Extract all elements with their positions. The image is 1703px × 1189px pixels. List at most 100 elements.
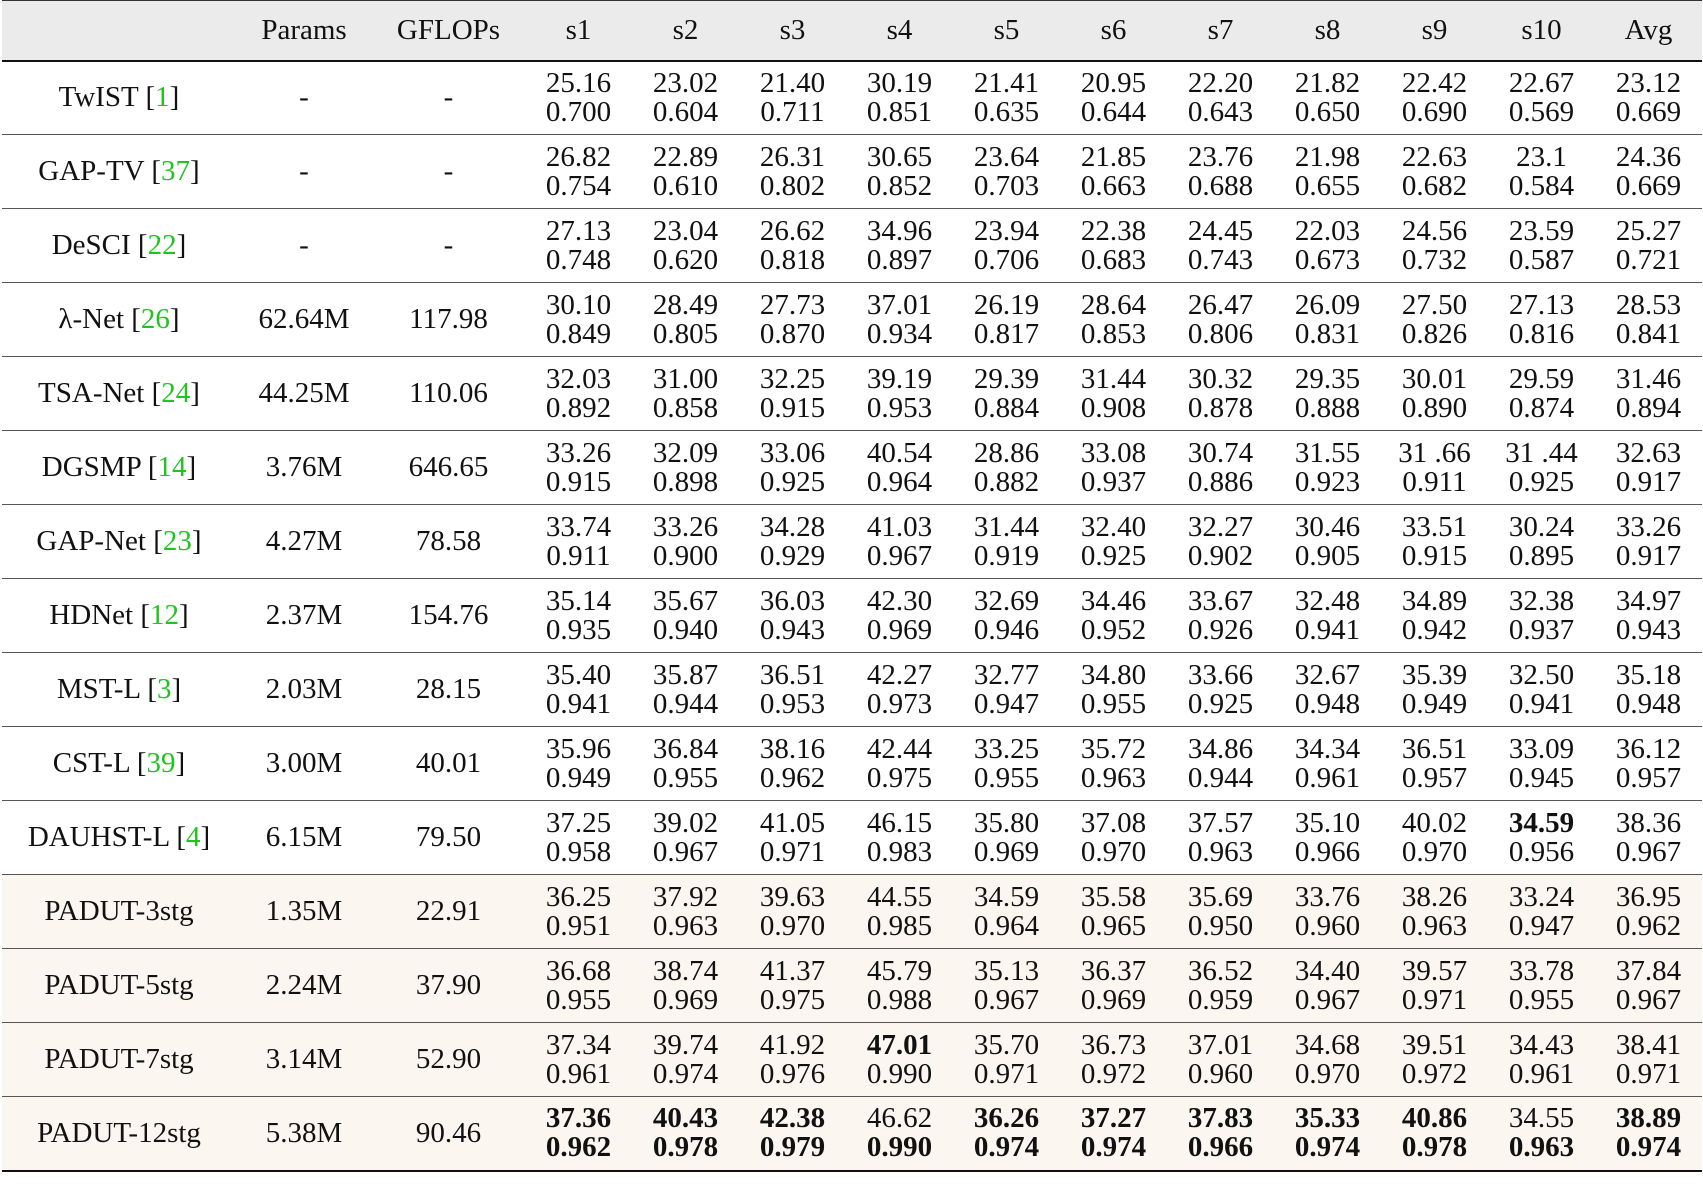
ssim-value: 0.969 (866, 613, 933, 646)
metric-cell: 31.46 0.894 (1595, 357, 1702, 431)
ssim-value: 0.974 (1080, 1131, 1147, 1164)
metric-cell: 30.01 0.890 (1381, 357, 1488, 431)
gflops-cell: 117.98 (409, 303, 488, 335)
metric-cell: 42.30 0.969 (846, 579, 953, 653)
psnr-value: 25.27 (1615, 214, 1682, 247)
psnr-value: 38.16 (759, 732, 826, 765)
ssim-value: 0.748 (545, 243, 612, 276)
metric-cell: 32.77 0.947 (953, 653, 1060, 727)
citation-bracket: ] (169, 303, 180, 335)
citation-ref: 4 (186, 821, 201, 853)
psnr-value: 31.44 (973, 510, 1040, 543)
metric-cell: 36.12 0.957 (1595, 727, 1702, 801)
ssim-value: 0.961 (1508, 1057, 1575, 1090)
psnr-value: 30.46 (1294, 510, 1361, 543)
ssim-value: 0.941 (1508, 687, 1575, 720)
metric-cell: 37.08 0.970 (1060, 801, 1167, 875)
psnr-value: 34.55 (1508, 1102, 1575, 1135)
metric-cell: 38.16 0.962 (739, 727, 846, 801)
psnr-value: 22.42 (1401, 66, 1468, 99)
method-name: DGSMP (41, 451, 141, 483)
ssim-value: 0.963 (1080, 761, 1147, 794)
method-name: MST-L (56, 673, 141, 705)
metric-cell: 32.50 0.941 (1488, 653, 1595, 727)
ssim-value: 0.953 (759, 687, 826, 720)
ssim-value: 0.961 (545, 1057, 612, 1090)
metric-cell: 34.34 0.961 (1274, 727, 1381, 801)
ssim-value: 0.955 (1080, 687, 1147, 720)
psnr-value: 41.05 (759, 806, 826, 839)
ssim-value: 0.754 (545, 169, 612, 202)
metric-cell: 22.89 0.610 (632, 135, 739, 209)
table-row: TSA-Net [24] 44.25M 110.06 32.03 0.892 31.00 0… (2, 357, 1702, 431)
ssim-value: 0.703 (973, 169, 1040, 202)
psnr-value: 42.30 (866, 584, 933, 617)
psnr-value: 21.98 (1294, 140, 1361, 173)
ssim-value: 0.902 (1187, 539, 1254, 572)
metric-cell: 29.59 0.874 (1488, 357, 1595, 431)
metric-cell: 36.73 0.972 (1060, 1023, 1167, 1097)
method-name: λ-Net (58, 303, 124, 335)
metric-cell: 34.55 0.963 (1488, 1097, 1595, 1171)
ssim-value: 0.990 (866, 1131, 933, 1164)
metric-cell: 23.04 0.620 (632, 209, 739, 283)
psnr-value: 22.89 (652, 140, 719, 173)
psnr-value: 32.77 (973, 658, 1040, 691)
ssim-value: 0.915 (759, 391, 826, 424)
ssim-value: 0.604 (652, 95, 719, 128)
psnr-value: 34.40 (1294, 954, 1361, 987)
ssim-value: 0.587 (1508, 243, 1575, 276)
column-header: s6 (1100, 13, 1127, 46)
ssim-value: 0.967 (1294, 983, 1361, 1016)
ssim-value: 0.917 (1615, 465, 1682, 498)
psnr-value: 37.84 (1615, 954, 1682, 987)
ssim-value: 0.972 (1401, 1057, 1468, 1090)
ssim-value: 0.970 (1294, 1057, 1361, 1090)
metric-cell: 26.82 0.754 (525, 135, 632, 209)
table-row: PADUT-7stg 3.14M 52.90 37.34 0.961 39.74 0.974… (2, 1022, 1702, 1097)
metric-cell: 26.09 0.831 (1274, 283, 1381, 357)
metric-cell: 27.13 0.748 (525, 209, 632, 283)
metric-cell: 22.63 0.682 (1381, 135, 1488, 209)
psnr-value: 21.40 (759, 66, 826, 99)
metric-cell: 40.54 0.964 (846, 431, 953, 505)
psnr-value: 32.38 (1508, 584, 1575, 617)
table-row: CST-L [39] 3.00M 40.01 35.96 0.949 36.84 0.955… (2, 727, 1702, 801)
ssim-value: 0.635 (973, 95, 1040, 128)
ssim-value: 0.969 (973, 835, 1040, 868)
psnr-value: 23.12 (1615, 66, 1682, 99)
column-header: s10 (1521, 13, 1562, 46)
metric-cell: 31.44 0.919 (953, 505, 1060, 579)
metric-cell: 33.78 0.955 (1488, 949, 1595, 1023)
psnr-value: 29.59 (1508, 362, 1575, 395)
metric-cell: 31.00 0.858 (632, 357, 739, 431)
params-cell: 6.15M (265, 821, 343, 853)
ssim-value: 0.975 (866, 761, 933, 794)
metric-cell: 23.94 0.706 (953, 209, 1060, 283)
psnr-value: 21.41 (973, 66, 1040, 99)
ssim-value: 0.967 (652, 835, 719, 868)
metric-cell: 27.13 0.816 (1488, 283, 1595, 357)
ssim-value: 0.683 (1080, 243, 1147, 276)
ssim-value: 0.669 (1615, 169, 1682, 202)
metric-cell: 35.40 0.941 (525, 653, 632, 727)
metric-cell: 39.74 0.974 (632, 1023, 739, 1097)
ssim-value: 0.858 (652, 391, 719, 424)
ssim-value: 0.967 (866, 539, 933, 572)
column-header: s7 (1207, 13, 1234, 46)
psnr-value: 35.67 (652, 584, 719, 617)
ssim-value: 0.957 (1401, 761, 1468, 794)
metric-cell: 22.67 0.569 (1488, 61, 1595, 135)
metric-cell: 26.47 0.806 (1167, 283, 1274, 357)
header-cell (2, 1, 236, 61)
metric-cell: 33.26 0.915 (525, 431, 632, 505)
ssim-value: 0.937 (1508, 613, 1575, 646)
params-cell: 2.37M (265, 599, 343, 631)
psnr-value: 31 .66 (1398, 436, 1471, 469)
psnr-value: 36.51 (759, 658, 826, 691)
gflops-cell: 90.46 (415, 1116, 482, 1149)
citation-ref: 26 (140, 303, 170, 335)
method-cell: PADUT-5stg (2, 949, 236, 1023)
psnr-value: 35.58 (1080, 880, 1147, 913)
method-name: CST-L (52, 747, 130, 779)
